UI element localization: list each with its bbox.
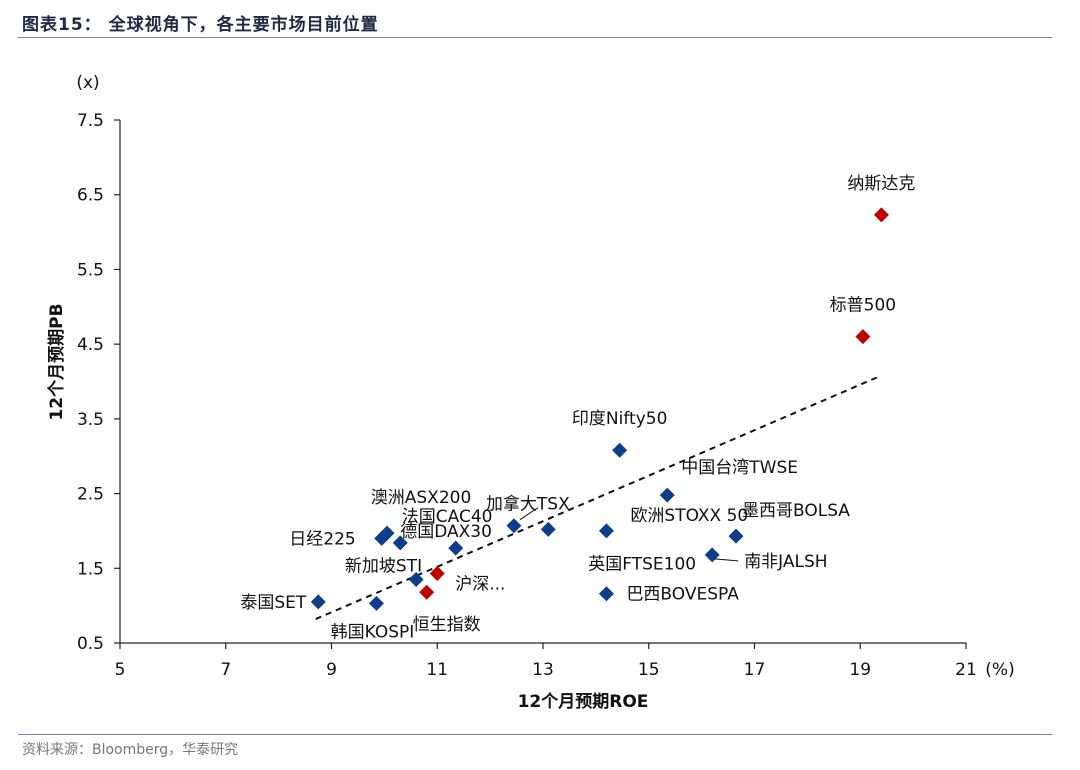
data-point-label: 澳洲ASX200 [371,488,472,508]
y-tick-label: 6.5 [77,186,104,206]
y-unit-label: (x) [76,73,99,93]
points [310,207,889,611]
data-point-marker [408,571,424,587]
leader-line [714,558,739,562]
x-axis-title: 12个月预期ROE [518,691,649,712]
y-axis-title: 12个月预期PB [46,303,67,420]
data-point-marker [506,518,522,534]
data-point-marker [310,594,326,610]
data-point-marker [598,586,614,602]
data-point-marker [429,566,445,582]
data-point-label: 泰国SET [240,593,307,613]
x-tick-label: 17 [744,660,766,680]
y-tick-label: 2.5 [77,485,104,505]
data-point-marker [612,442,628,458]
x-tick-label: 13 [532,660,554,680]
data-point-marker [392,535,408,551]
data-point-label: 印度Nifty50 [572,409,667,429]
y-tick-label: 1.5 [77,559,104,579]
data-point-label: 沪深... [455,575,505,595]
data-point-marker [659,487,675,503]
data-point-label: 恒生指数 [413,615,481,635]
x-tick-label: 15 [638,660,660,680]
x-tick-label: 19 [849,660,871,680]
data-point-marker [448,540,464,556]
header: 图表15： 全球视角下，各主要市场目前位置 [22,10,1052,38]
data-point-label: 新加坡STI [345,556,422,576]
data-point-label: 法国CAC40 [402,507,493,527]
data-point-marker [873,207,889,223]
data-point-marker [368,595,384,611]
y-tick-label: 5.5 [77,260,104,280]
x-unit-label: (%) [985,660,1014,680]
data-point-marker [704,547,720,563]
data-point-label: 中国台湾TWSE [681,458,798,478]
x-tick-label: 11 [426,660,448,680]
x-tick-label: 5 [115,660,126,680]
data-point-marker [374,530,390,546]
data-point-label: 英国FTSE100 [588,554,696,574]
x-tick-label: 9 [326,660,337,680]
data-point-marker [855,329,871,345]
data-point-label: 加拿大TSX [486,494,570,515]
data-point-label: 墨西哥BOLSA [742,501,850,521]
data-point-marker [598,523,614,539]
scatter-chart: 0.5 1.5 2.5 3.5 4.5 5.5 6.5 7.5 5 7 9 11 13 15 17 19 21 (… [46,73,1015,712]
bottom-rule [18,734,1052,735]
data-point-label: 日经225 [289,529,355,549]
y-tick-label: 3.5 [77,410,104,430]
data-point-label: 德国DAX30 [400,522,492,542]
data-point-label: 韩国KOSPI [331,622,415,642]
y-tick-label: 4.5 [77,335,104,355]
data-point-label: 南非JALSH [744,552,827,572]
data-point-marker [419,584,435,600]
data-point-label: 巴西BOVESPA [626,585,739,605]
data-point-marker [728,528,744,544]
data-point-marker [540,521,556,537]
x-tick-label: 7 [220,660,231,680]
figure-title: 图表15： 全球视角下，各主要市场目前位置 [22,15,379,35]
data-point-label: 纳斯达克 [847,174,915,194]
data-point-label: 标普500 [830,296,896,316]
y-tick-label: 0.5 [77,634,104,654]
axes: 0.5 1.5 2.5 3.5 4.5 5.5 6.5 7.5 5 7 9 11 13 15 17 19 21 (… [46,73,1015,712]
source-note: 资料来源：Bloomberg，华泰研究 [22,742,239,758]
top-rule [18,37,1052,38]
x-tick-label: 21 [955,660,977,680]
data-point-label: 欧洲STOXX 50 [630,506,748,526]
leader-line [519,507,539,521]
y-tick-label: 7.5 [77,111,104,131]
